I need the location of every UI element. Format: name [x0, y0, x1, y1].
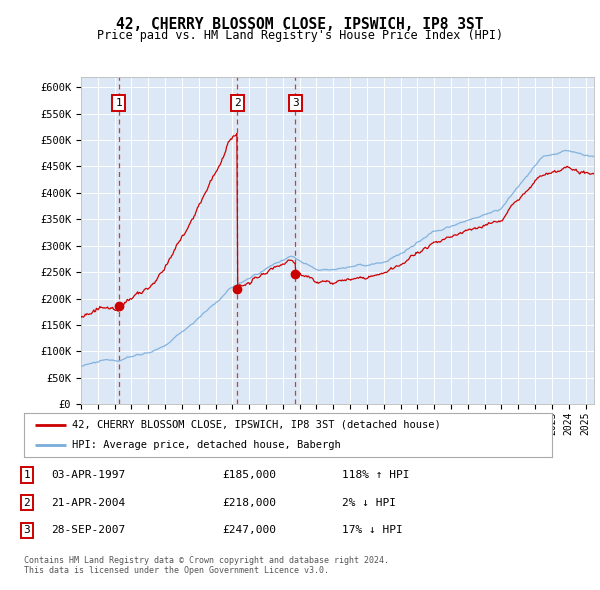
Text: 28-SEP-2007: 28-SEP-2007 [51, 526, 125, 535]
Text: 42, CHERRY BLOSSOM CLOSE, IPSWICH, IP8 3ST: 42, CHERRY BLOSSOM CLOSE, IPSWICH, IP8 3… [116, 17, 484, 31]
Text: 42, CHERRY BLOSSOM CLOSE, IPSWICH, IP8 3ST (detached house): 42, CHERRY BLOSSOM CLOSE, IPSWICH, IP8 3… [71, 420, 440, 430]
Text: 2: 2 [23, 498, 31, 507]
Text: £247,000: £247,000 [222, 526, 276, 535]
Text: £218,000: £218,000 [222, 498, 276, 507]
Text: This data is licensed under the Open Government Licence v3.0.: This data is licensed under the Open Gov… [24, 566, 329, 575]
Text: 2: 2 [234, 98, 241, 108]
Text: 1: 1 [23, 470, 31, 480]
Text: 2% ↓ HPI: 2% ↓ HPI [342, 498, 396, 507]
Text: HPI: Average price, detached house, Babergh: HPI: Average price, detached house, Babe… [71, 440, 340, 450]
Text: 17% ↓ HPI: 17% ↓ HPI [342, 526, 403, 535]
Text: 118% ↑ HPI: 118% ↑ HPI [342, 470, 409, 480]
Text: 3: 3 [23, 526, 31, 535]
Text: £185,000: £185,000 [222, 470, 276, 480]
Text: Price paid vs. HM Land Registry's House Price Index (HPI): Price paid vs. HM Land Registry's House … [97, 30, 503, 42]
Text: 03-APR-1997: 03-APR-1997 [51, 470, 125, 480]
Text: Contains HM Land Registry data © Crown copyright and database right 2024.: Contains HM Land Registry data © Crown c… [24, 556, 389, 565]
Text: 3: 3 [292, 98, 299, 108]
Text: 21-APR-2004: 21-APR-2004 [51, 498, 125, 507]
Text: 1: 1 [115, 98, 122, 108]
